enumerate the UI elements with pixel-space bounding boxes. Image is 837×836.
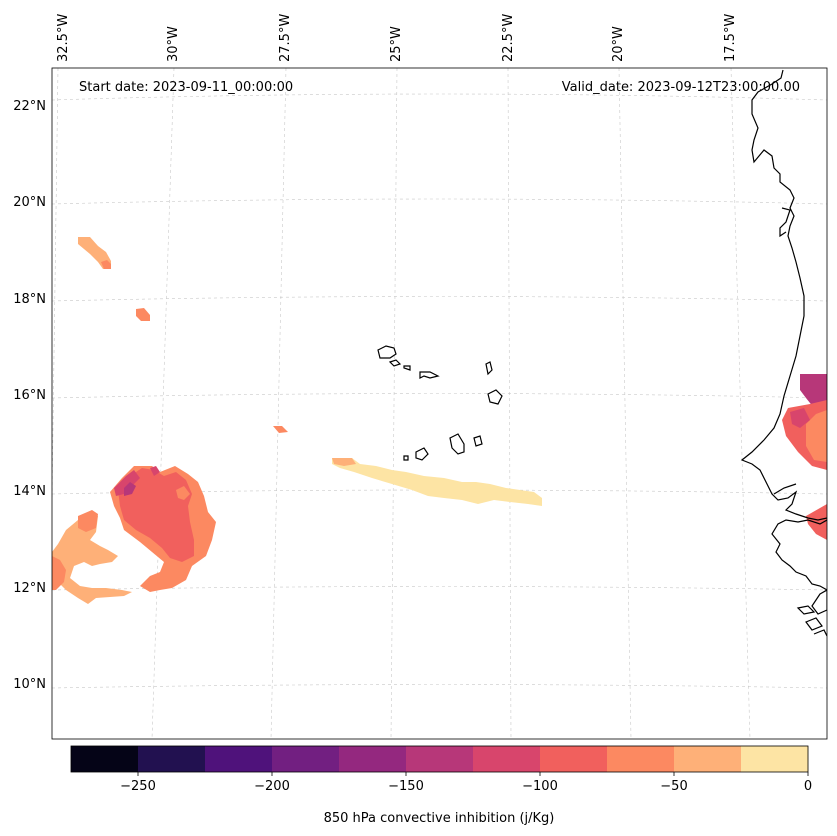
colorbar-swatches [71, 746, 809, 772]
lat-label-22N: 22°N [13, 99, 46, 114]
island-brava [403, 455, 409, 461]
cin-field [52, 237, 827, 604]
colorbar-swatch [674, 746, 742, 772]
colorbar-ticks: −250 −200 −150 −100 −50 0 [120, 772, 812, 794]
cin-patch-small [273, 426, 288, 433]
colorbar-swatch [741, 746, 809, 772]
colorbar-frame [70, 745, 809, 773]
cin-patch-east-core [806, 410, 827, 462]
lat-label-18N: 18°N [13, 292, 46, 307]
colorbar-swatch [473, 746, 541, 772]
lon-label-17.5W: 17.5°W [723, 14, 738, 62]
island-sao-nicolau [419, 371, 440, 379]
cin-cluster-west-hole [176, 486, 190, 500]
colorbar-tick-label: −200 [254, 779, 290, 794]
cin-cluster-west-ring [52, 512, 132, 604]
cin-patch-east-low [806, 504, 827, 540]
colorbar-tick-label: −250 [120, 779, 156, 794]
island-santiago [449, 433, 465, 455]
colorbar-swatch [272, 746, 340, 772]
guinea-bissau-coast [771, 519, 827, 591]
coast-north-inlet [779, 207, 791, 238]
island-sao-vicente [388, 359, 402, 367]
lat-label-12N: 12°N [13, 581, 46, 596]
island-boa-vista [487, 389, 503, 405]
cin-patch-nw [78, 237, 111, 269]
african-coastline [740, 69, 827, 521]
colorbar-tick-label: −50 [660, 779, 687, 794]
colorbar-swatch [339, 746, 407, 772]
map-plot-area: Start date: 2023-09-11_00:00:00 Valid_da… [51, 67, 828, 740]
cin-cluster-west-deep2 [150, 466, 160, 476]
cin-patch-east-top [800, 374, 827, 408]
graticule [52, 68, 827, 739]
colorbar-tick-label: −150 [388, 779, 424, 794]
valid-date-label: Valid_date: 2023-09-12T23:00:00.00 [562, 80, 800, 95]
map-frame [51, 67, 828, 740]
cin-band-central-edge [332, 458, 356, 466]
lat-label-20N: 20°N [13, 195, 46, 210]
bijagos-islands [796, 605, 827, 637]
lon-label-27.5W: 27.5°W [278, 14, 293, 62]
island-santa-luzia [403, 365, 411, 371]
island-maio [473, 435, 483, 447]
colorbar-tick-label: 0 [804, 779, 812, 794]
start-date-label: Start date: 2023-09-11_00:00:00 [79, 80, 293, 95]
cape-verde-islands [377, 345, 503, 461]
cin-patch-nw-core [101, 260, 111, 269]
cin-cluster-west-core [118, 468, 194, 562]
cin-cluster-west-left [52, 556, 66, 590]
cin-cluster-west-ring-inner [78, 510, 98, 532]
colorbar-swatch [406, 746, 474, 772]
cin-patch-east-dark [790, 408, 810, 428]
lon-label-25W: 25°W [389, 26, 404, 62]
colorbar-swatch [205, 746, 273, 772]
lon-label-32.5W: 32.5°W [56, 14, 71, 62]
lon-label-22.5W: 22.5°W [501, 14, 516, 62]
latitude-labels: 22°N 20°N 18°N 16°N 14°N 12°N 10°N [13, 99, 46, 692]
lon-label-30W: 30°W [166, 26, 181, 62]
lon-label-20W: 20°W [611, 26, 626, 62]
gambia-river [773, 483, 797, 495]
colorbar-swatch [607, 746, 675, 772]
longitude-labels: 32.5°W 30°W 27.5°W 25°W 22.5°W 20°W 17.5… [56, 14, 738, 62]
lat-label-16N: 16°N [13, 388, 46, 403]
coastlines [740, 69, 827, 637]
coast-frag-right [811, 589, 827, 615]
colorbar-swatch [71, 746, 139, 772]
colorbar: −250 −200 −150 −100 −50 0 850 hPa convective … [70, 745, 812, 826]
colorbar-swatch [540, 746, 608, 772]
cin-patch-mid [136, 308, 150, 321]
lat-label-10N: 10°N [13, 677, 46, 692]
island-santo-antao [377, 345, 397, 359]
cin-cluster-west-dark [124, 482, 136, 496]
island-fogo [415, 447, 429, 461]
colorbar-label: 850 hPa convective inhibition (j/Kg) [324, 811, 555, 826]
colorbar-tick-label: −100 [522, 779, 558, 794]
island-sal [485, 361, 493, 376]
lat-label-14N: 14°N [13, 484, 46, 499]
cin-cluster-west-deep [114, 470, 140, 496]
cin-band-central [332, 458, 542, 506]
colorbar-swatch [138, 746, 206, 772]
